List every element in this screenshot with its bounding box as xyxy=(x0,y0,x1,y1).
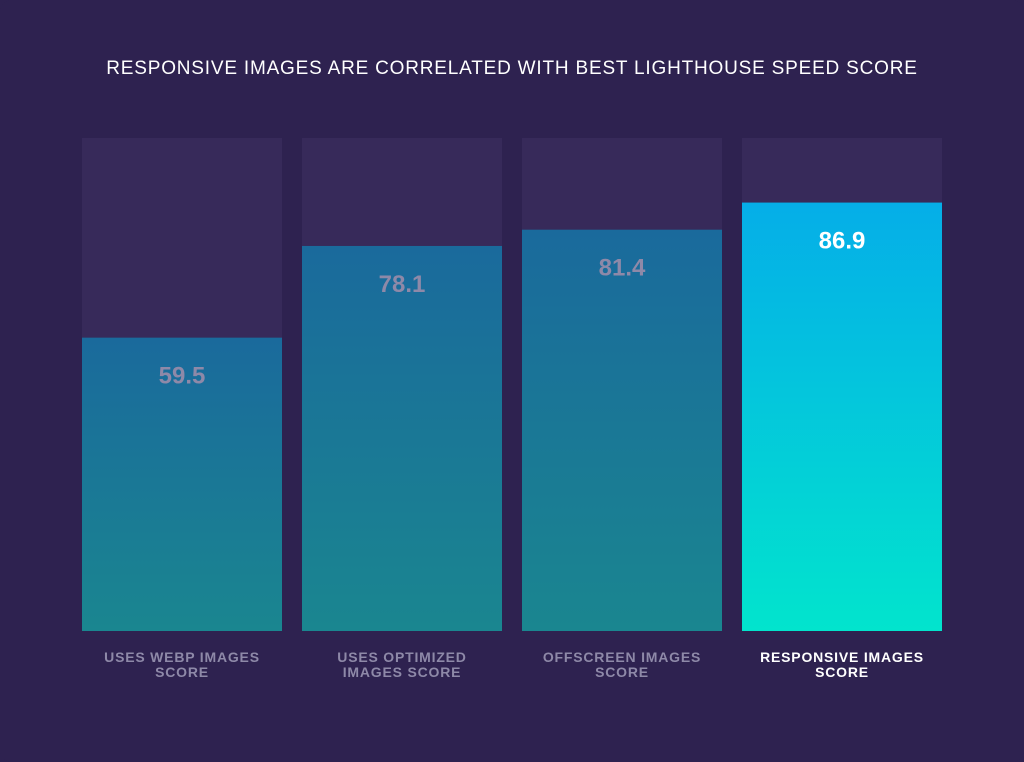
category-label: RESPONSIVE IMAGES SCORE xyxy=(760,649,924,680)
chart-title: RESPONSIVE IMAGES ARE CORRELATED WITH BE… xyxy=(106,58,918,79)
category-label: USES OPTIMIZED IMAGES SCORE xyxy=(337,649,467,680)
bar xyxy=(82,337,282,631)
bar xyxy=(522,229,722,631)
bar-value-label: 59.5 xyxy=(159,363,206,390)
category-label: USES WEBP IMAGES SCORE xyxy=(104,649,260,680)
bar-value-label: 86.9 xyxy=(819,228,866,255)
category-label: OFFSCREEN IMAGES SCORE xyxy=(542,649,702,680)
bar xyxy=(742,202,942,631)
bar-value-label: 81.4 xyxy=(599,255,646,282)
bar-value-label: 78.1 xyxy=(379,271,426,298)
bar xyxy=(302,245,502,632)
